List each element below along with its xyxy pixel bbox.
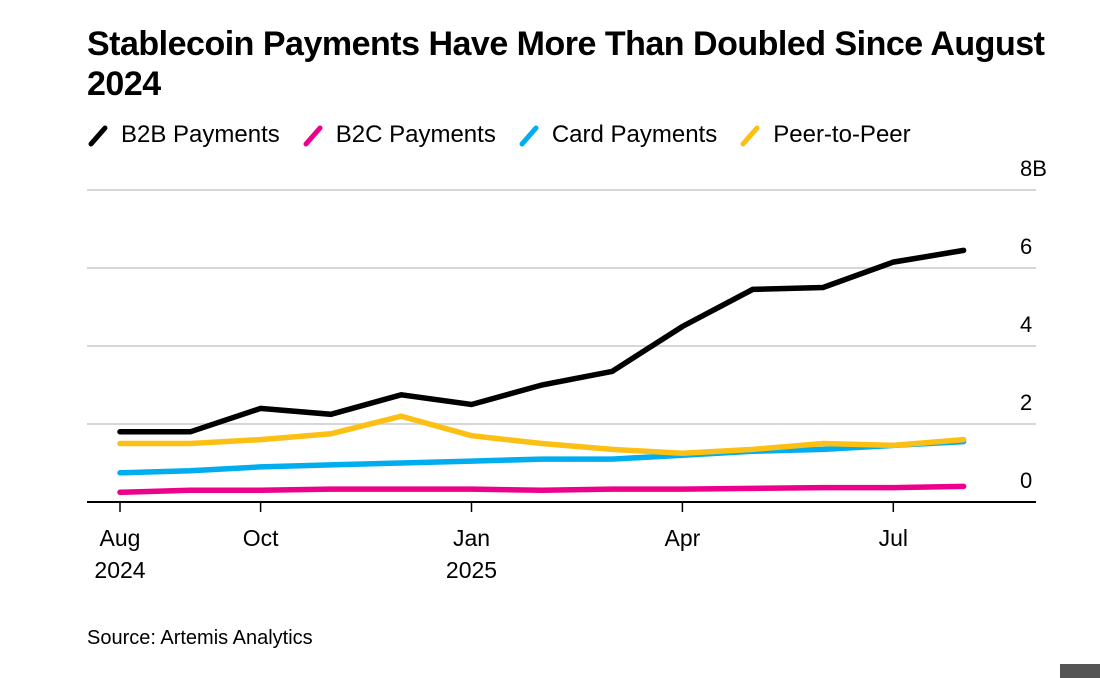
y-tick-label-4: 4 [1020, 312, 1032, 337]
series-line-card-payments [117, 438, 967, 476]
series-line-b2b-payments [117, 247, 967, 435]
y-tick-label-0: 0 [1020, 468, 1032, 493]
legend-item-p2p: Peer-to-Peer [739, 121, 911, 149]
legend-item-b2c: B2C Payments [302, 121, 496, 149]
series-line-b2c-payments [117, 483, 967, 496]
y-tick-label-8: 8B [1020, 156, 1047, 181]
y-tick-label-6: 6 [1020, 234, 1032, 259]
chart-title: Stablecoin Payments Have More Than Doubl… [87, 25, 1045, 103]
corner-widget [1060, 664, 1100, 678]
legend-label-b2c: B2C Payments [335, 121, 496, 148]
x-tick-label-aug: Aug [100, 525, 141, 551]
x-tick-label-jan: Jan [453, 525, 490, 551]
y-axis-labels: 0 2 4 6 8B [1020, 156, 1047, 493]
source-note: Source: Artemis Analytics [87, 627, 313, 649]
legend-item-b2b: B2B Payments [87, 121, 280, 149]
legend-swatch-b2c-icon [303, 125, 323, 147]
legend-label-b2b: B2B Payments [121, 121, 280, 148]
legend-item-card: Card Payments [518, 121, 717, 149]
x-tick-sublabel-2025: 2025 [446, 557, 497, 583]
legend-swatch-b2b-icon [88, 125, 108, 147]
x-tick-label-apr: Apr [665, 525, 701, 551]
legend: B2B Payments B2C Payments Card Payments … [87, 121, 933, 149]
series-line-peer-to-peer [117, 413, 967, 457]
legend-swatch-p2p-icon [740, 125, 760, 147]
x-axis [87, 501, 1036, 512]
x-tick-label-oct: Oct [243, 525, 279, 551]
gridlines [87, 189, 1036, 425]
x-tick-label-jul: Jul [879, 525, 908, 551]
x-tick-sublabel-2024: 2024 [94, 557, 145, 583]
legend-swatch-card-icon [519, 125, 539, 147]
legend-label-card: Card Payments [551, 121, 718, 148]
legend-label-p2p: Peer-to-Peer [773, 121, 911, 148]
x-axis-labels: Aug 2024 Oct Jan 2025 Apr Jul [94, 525, 908, 583]
series-lines [117, 247, 967, 496]
y-tick-label-2: 2 [1020, 390, 1032, 415]
